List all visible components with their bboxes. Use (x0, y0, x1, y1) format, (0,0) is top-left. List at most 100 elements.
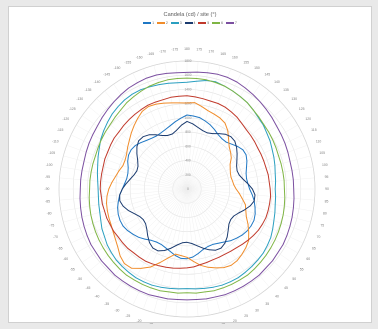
angle-tick-label: -20 (137, 319, 142, 323)
angle-tick-label: 130 (291, 97, 297, 101)
grid-spoke (70, 134, 188, 190)
angle-tick-label: -170 (159, 49, 166, 53)
radial-tick-label: 1400 (184, 87, 191, 91)
legend-swatch (184, 22, 193, 24)
grid-spoke (186, 188, 242, 306)
angle-tick-label: 115 (311, 128, 317, 132)
grid-spoke (186, 188, 315, 201)
angle-tick-label: 60 (306, 257, 310, 261)
legend-swatch (143, 22, 152, 24)
radial-tick-label: 600 (185, 144, 191, 148)
legend-entry-4: 4 (184, 21, 195, 25)
angle-tick-label: -100 (46, 163, 53, 167)
legend-swatch (212, 22, 221, 24)
grid-spoke (186, 188, 252, 300)
legend-entry-2: 2 (157, 21, 168, 25)
grid-spoke (186, 188, 199, 317)
grid-spoke (186, 188, 308, 233)
grid-spoke (186, 68, 231, 190)
angle-tick-label: -70 (53, 235, 58, 239)
angle-tick-label: 135 (283, 88, 289, 92)
angle-tick-label: -35 (104, 302, 109, 306)
series-line-1 (117, 114, 256, 260)
grid-spoke (186, 188, 278, 280)
grid-spoke (186, 62, 210, 190)
angle-tick-label: -130 (76, 97, 83, 101)
grid-spoke (186, 188, 292, 263)
angle-tick-label: -120 (62, 117, 69, 121)
grid-spoke (186, 188, 298, 254)
legend-swatch (198, 22, 207, 24)
chart-card: 180 175 170 165 160 155 150 145 140 135 130 125 120 1… (8, 6, 372, 324)
legend-entry-3: 3 (170, 21, 182, 25)
grid-spoke (186, 188, 314, 212)
grid-spoke (82, 188, 188, 263)
radial-tick-label: 400 (185, 159, 191, 163)
angle-tick-label: -15 (148, 322, 153, 324)
legend-label: 1 (152, 21, 155, 25)
grid-spoke (186, 188, 304, 244)
grid-spoke (186, 188, 210, 316)
angle-tick-label: -75 (49, 223, 54, 227)
legend-label: 5 (207, 21, 210, 25)
legend-entry-5: 5 (198, 21, 209, 25)
angle-tick-label: -30 (115, 308, 120, 312)
angle-tick-label: 75 (320, 223, 324, 227)
legend-label: 3 (179, 21, 182, 25)
radial-tick-label: 1200 (184, 102, 191, 106)
angle-tick-label: -125 (69, 107, 76, 111)
angle-tick-label: 160 (232, 56, 238, 60)
angle-tick-label: -105 (48, 151, 55, 155)
legend-label: 7 (234, 21, 237, 25)
radial-tick-label: 1600 (184, 73, 191, 77)
legend-entry-6: 6 (212, 21, 223, 25)
angle-tick-label: -55 (70, 268, 75, 272)
angle-tick-label: 125 (299, 107, 305, 111)
grid-spoke (70, 188, 188, 244)
angle-tick-label: -160 (136, 56, 143, 60)
angle-tick-label: -40 (95, 294, 100, 298)
grid-spoke (132, 72, 188, 190)
angle-tick-label: -80 (47, 212, 52, 216)
angle-tick-label: -65 (58, 246, 63, 250)
angle-tick-label: 35 (265, 302, 269, 306)
grid-spoke (104, 90, 188, 190)
grid-spoke (186, 188, 221, 313)
series-line-3 (96, 80, 277, 290)
series-line-7 (79, 71, 295, 301)
angle-tick-label: 80 (323, 212, 327, 216)
angle-tick-label: 170 (208, 49, 214, 53)
angle-tick-label: 110 (316, 139, 322, 143)
radial-tick-label: 200 (185, 173, 191, 177)
angle-tick-label: -175 (171, 48, 178, 52)
angle-tick-label: -135 (85, 88, 92, 92)
grid-spoke (59, 188, 188, 201)
series-line-5 (99, 95, 272, 269)
grid-spoke (186, 90, 270, 190)
grid-spoke (186, 134, 304, 190)
grid-spoke (132, 188, 188, 306)
radial-tick-label: 800 (185, 130, 191, 134)
angle-tick-label: -150 (114, 66, 121, 70)
grid-spoke (104, 188, 188, 288)
series-line-2 (106, 102, 250, 269)
angle-tick-label: 165 (220, 52, 226, 56)
grid-spoke (186, 188, 286, 272)
legend-swatch (157, 22, 166, 24)
angle-tick-label: -140 (94, 80, 101, 84)
angle-tick-label: 30 (255, 308, 259, 312)
grid-spoke (153, 188, 188, 313)
angle-tick-label: 145 (264, 73, 270, 77)
grid-spoke (82, 115, 188, 190)
grid-spoke (122, 188, 188, 300)
chart-title: Candela (cd) / site (°) (163, 12, 217, 18)
legend-entry-7: 7 (225, 21, 237, 25)
grid-spoke (76, 124, 188, 190)
radial-tick-label: 1000 (184, 116, 191, 120)
grid-spoke (63, 188, 188, 223)
angle-tick-label: -145 (103, 73, 110, 77)
angle-tick-label: 180 (184, 47, 190, 51)
grid-spoke (186, 65, 221, 190)
angle-tick-label: -90 (45, 187, 50, 191)
